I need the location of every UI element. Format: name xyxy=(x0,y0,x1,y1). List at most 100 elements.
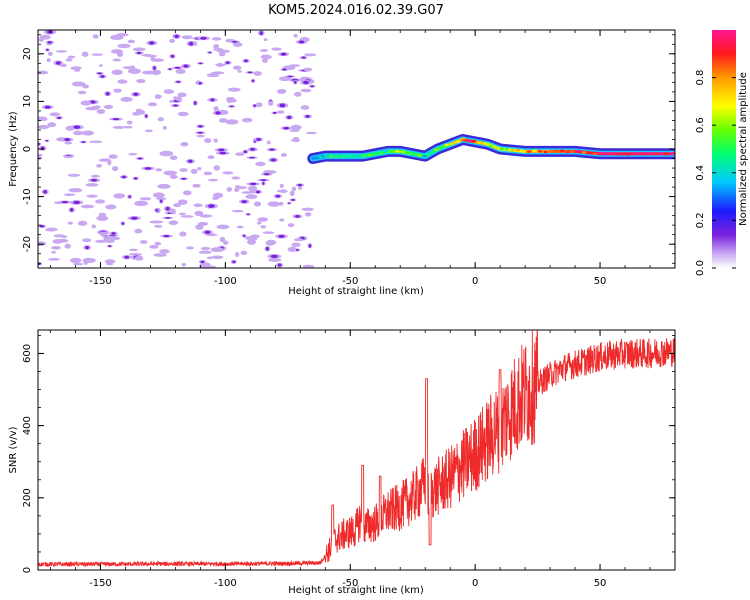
noise-core xyxy=(283,126,289,130)
spectrogram-noise-layer xyxy=(38,30,318,268)
noise-core xyxy=(165,217,171,219)
noise-core xyxy=(308,244,312,248)
noise-core xyxy=(163,234,170,238)
noise-speckle xyxy=(110,49,124,54)
ridge-dot xyxy=(482,142,488,145)
noise-speckle xyxy=(122,66,134,69)
ridge-dot xyxy=(653,152,658,156)
noise-speckle xyxy=(219,236,226,243)
noise-core xyxy=(111,232,116,235)
noise-core xyxy=(305,115,310,118)
noise-speckle xyxy=(265,239,277,246)
noise-speckle xyxy=(157,183,171,189)
ridge-dot xyxy=(664,152,669,156)
noise-speckle xyxy=(116,32,129,37)
noise-speckle xyxy=(81,51,89,57)
noise-speckle xyxy=(268,258,282,262)
x-tick-label: 0 xyxy=(472,578,478,589)
noise-core xyxy=(130,216,138,220)
noise-speckle xyxy=(64,243,71,249)
noise-core xyxy=(89,100,96,104)
ridge-dot xyxy=(603,153,609,156)
noise-speckle xyxy=(298,186,303,190)
x-tick-label: 0 xyxy=(472,276,478,287)
noise-speckle xyxy=(80,100,92,106)
noise-speckle xyxy=(257,217,269,222)
colorbar-ticks: 0.0 0.2 0.4 0.6 0.8 xyxy=(695,70,736,276)
noise-speckle xyxy=(163,170,178,176)
noise-speckle xyxy=(236,225,244,229)
noise-core xyxy=(294,80,297,84)
noise-core xyxy=(246,213,250,216)
noise-speckle xyxy=(38,124,50,130)
noise-core xyxy=(144,167,152,170)
noise-core xyxy=(282,68,287,71)
noise-core xyxy=(291,198,295,201)
noise-speckle xyxy=(177,92,187,98)
noise-core xyxy=(174,34,179,39)
ridge-dot xyxy=(554,149,559,153)
noise-speckle xyxy=(179,231,187,237)
y-tick-label: -20 xyxy=(22,236,33,252)
noise-core xyxy=(287,115,292,119)
noise-speckle xyxy=(181,262,186,267)
noise-core xyxy=(55,61,61,65)
noise-core xyxy=(153,66,156,70)
noise-core xyxy=(243,150,247,154)
noise-core xyxy=(208,204,215,208)
noise-speckle xyxy=(67,173,81,177)
noise-core xyxy=(198,82,202,85)
noise-speckle xyxy=(213,165,221,171)
noise-core xyxy=(198,62,203,65)
noise-speckle xyxy=(240,250,248,255)
noise-speckle xyxy=(225,97,236,101)
ridge-dot xyxy=(460,137,466,141)
noise-speckle xyxy=(104,259,116,264)
ridge-dot xyxy=(351,154,356,157)
noise-speckle xyxy=(48,257,60,261)
noise-speckle xyxy=(290,124,302,131)
ridge-dot xyxy=(598,151,603,155)
noise-speckle xyxy=(225,119,239,125)
noise-speckle xyxy=(218,52,226,57)
noise-core xyxy=(170,54,175,58)
noise-core xyxy=(215,111,221,115)
noise-speckle xyxy=(216,224,230,230)
ridge-dot xyxy=(466,139,471,143)
noise-core xyxy=(265,246,269,251)
noise-speckle xyxy=(195,224,204,230)
noise-core xyxy=(259,31,263,35)
noise-core xyxy=(194,101,197,105)
ridge-dot xyxy=(471,139,477,143)
noise-speckle xyxy=(107,159,112,166)
ridge-dot xyxy=(427,151,433,154)
noise-speckle xyxy=(155,197,167,201)
noise-speckle xyxy=(253,201,262,207)
noise-speckle xyxy=(71,81,86,87)
noise-speckle xyxy=(159,150,174,157)
noise-speckle xyxy=(218,118,228,123)
noise-core xyxy=(273,111,277,114)
ridge-dot xyxy=(609,151,614,155)
ridge-dot xyxy=(323,154,328,157)
noise-speckle xyxy=(53,234,66,238)
noise-speckle xyxy=(262,58,268,63)
noise-core xyxy=(301,56,306,59)
noise-core xyxy=(241,200,247,204)
noise-speckle xyxy=(38,241,47,247)
spectrogram-ridge-layer xyxy=(307,133,675,165)
noise-speckle xyxy=(51,245,61,250)
noise-speckle xyxy=(301,207,314,212)
noise-core xyxy=(263,173,270,176)
noise-core xyxy=(200,36,207,40)
noise-speckle xyxy=(112,125,126,129)
ridge-dot xyxy=(658,152,664,156)
noise-speckle xyxy=(300,105,310,110)
noise-speckle xyxy=(86,194,98,198)
ridge-dot xyxy=(592,152,598,156)
noise-core xyxy=(97,72,102,75)
noise-core xyxy=(249,156,255,159)
snr-x-ticks: -150 -100 -50 0 50 xyxy=(50,330,676,589)
noise-speckle xyxy=(280,153,287,157)
noise-speckle xyxy=(95,199,106,204)
